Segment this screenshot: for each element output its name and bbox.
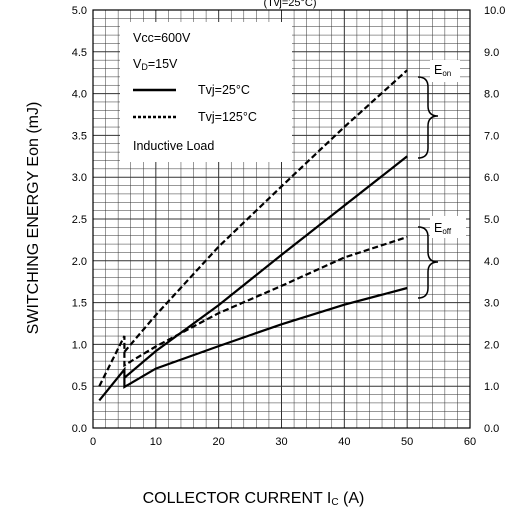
y-tick-label: 3.5 <box>72 130 87 142</box>
legend-vcc: Vcc=600V <box>133 31 191 45</box>
y2-tick-label: 9.0 <box>484 47 499 59</box>
y-tick-label: 0.0 <box>72 423 87 435</box>
y2-tick-label: 6.0 <box>484 172 499 184</box>
y2-tick-label: 3.0 <box>484 298 499 310</box>
series-line-on-dashed <box>123 69 408 353</box>
y-tick-label: 5.0 <box>72 5 87 17</box>
chart-title: (Tvj=25°C) <box>264 0 317 9</box>
y-tick-label: 1.0 <box>72 339 87 351</box>
x-tick-label: 60 <box>464 436 476 448</box>
eon-brace <box>417 76 439 159</box>
y2-tick-label: 0.0 <box>484 423 499 435</box>
y-tick-label: 0.5 <box>72 381 87 393</box>
y-tick-label: 4.5 <box>72 47 87 59</box>
legend-vd: VD=15V <box>133 57 178 72</box>
y2-tick-label: 7.0 <box>484 130 499 142</box>
x-tick-label: 10 <box>150 436 162 448</box>
series-layer <box>98 69 408 402</box>
series-line-off-dashed <box>98 235 408 387</box>
y-tick-label: 1.5 <box>72 298 87 310</box>
y-tick-label: 4.0 <box>72 89 87 101</box>
y2-tick-label: 5.0 <box>484 214 499 226</box>
x-tick-label: 40 <box>338 436 350 448</box>
y-axis-label: SWITCHING ENERGY Eon (mJ) <box>25 102 42 335</box>
y2-tick-label: 4.0 <box>484 256 499 268</box>
y-tick-label: 2.5 <box>72 214 87 226</box>
eon-label: Eon <box>434 63 451 78</box>
eoff-brace <box>417 226 439 299</box>
y2-tick-label: 1.0 <box>484 381 499 393</box>
x-tick-label: 30 <box>275 436 287 448</box>
x-tick-label: 50 <box>401 436 413 448</box>
eoff-label: Eoff <box>434 221 452 236</box>
y-tick-label: 3.0 <box>72 172 87 184</box>
legend-box <box>120 22 292 162</box>
series-line-on-solid <box>123 155 408 379</box>
legend-load: Inductive Load <box>133 139 214 153</box>
x-tick-label: 20 <box>213 436 225 448</box>
legend-solid-label: Tvj=25°C <box>198 83 250 97</box>
plot-frame <box>92 9 471 429</box>
series-line-off-solid <box>98 286 408 402</box>
legend: Vcc=600V VD=15V Tvj=25°C Tvj=125°C Induc… <box>120 22 292 162</box>
legend-dotted-label: Tvj=125°C <box>198 110 257 124</box>
eoff-annotation: Eoff <box>417 216 466 299</box>
y2-tick-label: 8.0 <box>484 89 499 101</box>
eon-annotation: Eon <box>417 60 460 159</box>
y2-tick-label: 2.0 <box>484 339 499 351</box>
y-tick-label: 2.0 <box>72 256 87 268</box>
tick-labels: 0 10 20 30 40 50 60 0.0 0.5 1.0 1.5 2.0 2.5 3.0 3.5 4.0… <box>72 5 506 448</box>
x-axis-label: COLLECTOR CURRENT IC (A) <box>142 490 365 508</box>
x-tick-label: 0 <box>90 436 96 448</box>
y2-tick-label: 10.0 <box>484 5 505 17</box>
